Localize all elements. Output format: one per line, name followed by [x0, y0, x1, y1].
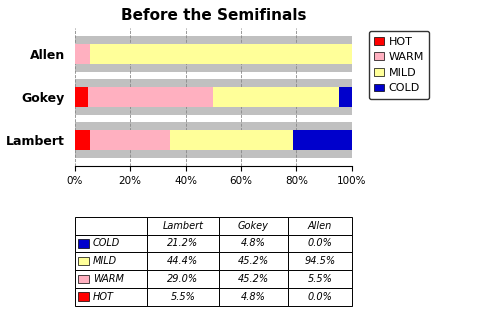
Text: 0.0%: 0.0% — [308, 238, 333, 249]
Bar — [75, 79, 352, 115]
Bar — [75, 36, 352, 72]
Bar — [170, 130, 294, 150]
Text: 5.5%: 5.5% — [308, 274, 333, 284]
Text: COLD: COLD — [93, 238, 120, 249]
Bar — [147, 288, 219, 306]
Text: 45.2%: 45.2% — [238, 256, 269, 266]
Bar — [338, 88, 352, 107]
Bar — [288, 288, 352, 306]
Bar — [88, 88, 214, 107]
Bar — [90, 44, 352, 64]
Bar — [75, 44, 90, 64]
Bar — [294, 130, 352, 150]
Bar — [288, 270, 352, 288]
Title: Before the Semifinals: Before the Semifinals — [120, 8, 306, 23]
Legend: HOT, WARM, MILD, COLD: HOT, WARM, MILD, COLD — [369, 31, 429, 99]
Text: MILD: MILD — [93, 256, 117, 266]
Bar — [219, 270, 288, 288]
Text: Gokey: Gokey — [238, 221, 269, 231]
Bar — [147, 270, 219, 288]
Bar — [219, 217, 288, 235]
Text: 45.2%: 45.2% — [238, 274, 269, 284]
Bar — [75, 217, 147, 235]
Bar — [219, 288, 288, 306]
Text: 21.2%: 21.2% — [167, 238, 199, 249]
Bar — [214, 88, 338, 107]
Bar — [75, 88, 88, 107]
Bar — [90, 130, 170, 150]
Bar — [147, 252, 219, 270]
Text: 4.8%: 4.8% — [241, 292, 266, 302]
Text: 5.5%: 5.5% — [170, 292, 195, 302]
Bar — [75, 288, 147, 306]
Bar — [288, 217, 352, 235]
Bar — [78, 292, 89, 301]
Bar — [219, 252, 288, 270]
Bar — [288, 235, 352, 252]
Text: Allen: Allen — [308, 221, 332, 231]
Text: 44.4%: 44.4% — [167, 256, 199, 266]
Bar — [75, 122, 352, 158]
Text: WARM: WARM — [93, 274, 123, 284]
Bar — [75, 235, 147, 252]
Text: 4.8%: 4.8% — [241, 238, 266, 249]
Bar — [78, 239, 89, 248]
Text: HOT: HOT — [93, 292, 114, 302]
Bar — [219, 235, 288, 252]
Bar — [288, 252, 352, 270]
Text: 0.0%: 0.0% — [308, 292, 333, 302]
Bar — [78, 257, 89, 266]
Bar — [75, 252, 147, 270]
Bar — [78, 275, 89, 283]
Text: Lambert: Lambert — [162, 221, 203, 231]
Bar — [75, 270, 147, 288]
Bar — [147, 217, 219, 235]
Bar — [75, 130, 90, 150]
Text: 94.5%: 94.5% — [305, 256, 335, 266]
Bar — [147, 235, 219, 252]
Text: 29.0%: 29.0% — [167, 274, 199, 284]
